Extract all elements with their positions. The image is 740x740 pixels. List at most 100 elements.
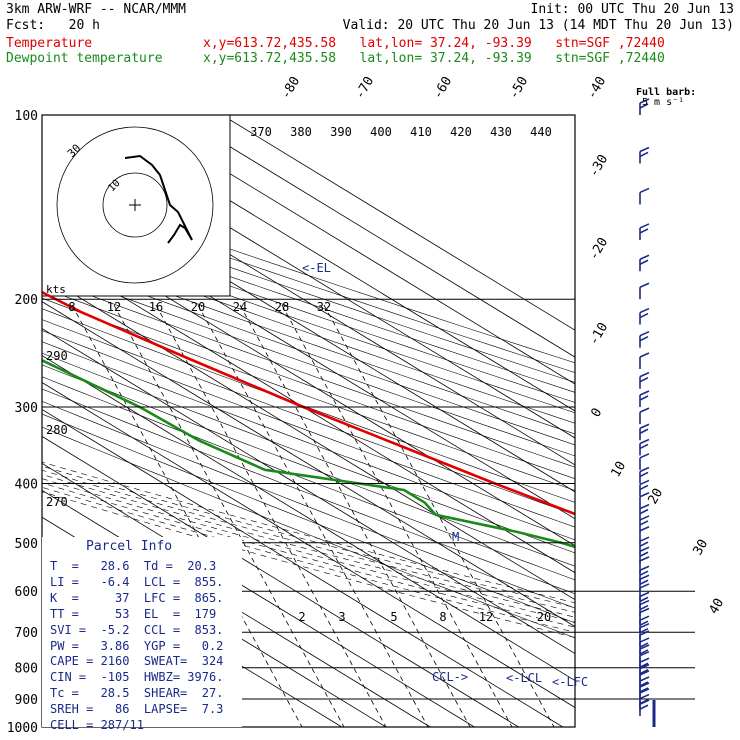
pressure-label: 800 xyxy=(15,662,38,677)
parcel-info-row: CAPE = 2160 SWEAT= 324 xyxy=(50,654,224,669)
mixing-ratio-label: 2 xyxy=(298,610,305,624)
dry-adiabat xyxy=(42,426,575,639)
parcel-info-row: LI = -6.4 LCL = 855. xyxy=(50,574,224,589)
isotherm-line xyxy=(177,115,575,358)
pressure-label: 900 xyxy=(15,693,38,708)
pressure-label: 600 xyxy=(15,585,38,600)
dry-adiabat xyxy=(42,388,575,595)
dry-adiabat xyxy=(42,297,575,491)
wind-barb xyxy=(639,254,650,272)
theta-label: 410 xyxy=(410,125,432,139)
isotherm-line xyxy=(42,247,575,574)
mixing-ratio-label: 20 xyxy=(537,610,551,624)
wind-barb xyxy=(639,330,650,348)
wind-barb xyxy=(639,98,650,115)
parcel-info-row: SVI = -5.2 CCL = 853. xyxy=(50,622,224,637)
wind-barb xyxy=(639,453,650,470)
hodograph-speed-label: 20 xyxy=(191,300,205,314)
dry-adiabat xyxy=(42,210,575,393)
theta-left-label: 280 xyxy=(46,423,68,437)
isotherm-line xyxy=(42,408,564,727)
hodograph-ring-outer xyxy=(56,126,214,284)
barb-legend-title: Full barb: xyxy=(636,87,696,98)
dry-adiabat xyxy=(42,247,575,435)
isotherm-label: 0 xyxy=(588,406,605,420)
isotherm-label: -30 xyxy=(586,152,611,180)
isotherm-line xyxy=(42,220,575,547)
wind-barb xyxy=(639,371,650,389)
wind-barb xyxy=(639,438,650,456)
mixing-ratio-label: 3 xyxy=(338,610,345,624)
wind-barb xyxy=(639,574,650,592)
dry-adiabat xyxy=(42,401,575,609)
dry-adiabat xyxy=(42,228,575,414)
pressure-label: 1000 xyxy=(7,721,38,736)
wind-barb xyxy=(639,187,650,205)
hodograph-speed-label: 12 xyxy=(107,300,121,314)
dry-adiabat xyxy=(42,238,575,424)
hodograph-ring-inner xyxy=(102,172,168,238)
forecast-hour: Fcst: 20 h xyxy=(6,18,100,33)
pressure-label: 500 xyxy=(15,537,38,552)
isotherm-label: -50 xyxy=(506,74,531,102)
dry-adiabat xyxy=(42,219,575,403)
parcel-info-row: T = 28.6 Td = 20.3 xyxy=(50,559,217,573)
isotherm-line xyxy=(42,489,431,727)
dry-adiabat xyxy=(42,257,575,446)
temperature-legend: Temperature xyxy=(6,36,93,51)
theta-left-label: 290 xyxy=(46,349,68,363)
parcel-info-rows: T = 28.6 Td = 20.3 LI = -6.4 LCL = 855. K … xyxy=(50,559,223,734)
isotherm-label: 10 xyxy=(608,459,629,480)
ccl-marker: CCL-> xyxy=(432,670,468,684)
hodograph-speed-line xyxy=(71,304,303,727)
lcl-marker: <-LCL xyxy=(506,671,542,685)
hodograph-trace xyxy=(124,154,193,244)
pressure-label: 400 xyxy=(15,477,38,492)
wind-barb xyxy=(639,479,650,497)
parcel-info-row: CIN = -105 HWBZ= 3976. xyxy=(50,670,224,685)
hodograph-speed-line xyxy=(197,304,429,727)
dry-adiabat xyxy=(42,192,575,373)
isotherm-label: 40 xyxy=(706,596,727,617)
dry-adiabat xyxy=(42,287,575,480)
theta-label: 440 xyxy=(530,125,552,139)
pressure-label: 200 xyxy=(15,293,38,308)
dry-adiabat xyxy=(42,201,575,383)
isotherm-label: -10 xyxy=(586,320,611,348)
theta-left-label: 270 xyxy=(46,495,68,509)
wind-barb xyxy=(639,307,650,325)
dewpoint-line xyxy=(42,358,575,549)
isotherm-line xyxy=(42,382,575,708)
wind-barb xyxy=(639,466,650,484)
model-title: 3km ARW-WRF -- NCAR/MMM xyxy=(6,2,187,17)
hodograph-speed-label: 28 xyxy=(275,300,289,314)
dry-adiabat xyxy=(42,267,575,457)
isotherm-label: -40 xyxy=(584,74,609,102)
plot-frame xyxy=(41,114,576,728)
theta-label: 430 xyxy=(490,125,512,139)
isotherm-line xyxy=(42,328,575,655)
parcel-info-row: PW = 3.86 YGP = 0.2 xyxy=(50,638,224,653)
hodograph-speed-label: 24 xyxy=(233,300,247,314)
pressure-label: 100 xyxy=(15,109,38,124)
hodograph-unit-label: kts xyxy=(46,283,66,296)
lfc-marker: <-LFC xyxy=(552,675,588,689)
wind-barb xyxy=(639,390,650,407)
parcel-info-box: Parcel Info T = 28.6 Td = 20.3 LI = -6.4 … xyxy=(42,537,242,732)
dry-adiabat xyxy=(42,341,575,541)
parcel-info-row: Tc = 28.5 SHEAR= 27. xyxy=(50,686,224,701)
wind-barb xyxy=(639,423,650,441)
dewpoint-location: x,y=613.72,435.58 lat,lon= 37.24, -93.39… xyxy=(203,51,665,66)
hodograph-speed-line xyxy=(113,304,345,727)
mixing-ratio-label: 5 xyxy=(390,610,397,624)
pressure-label: 700 xyxy=(15,626,38,641)
wind-barb xyxy=(639,352,650,369)
hodograph-speed-label: 8 xyxy=(68,300,75,314)
isotherm-line xyxy=(133,115,575,385)
barb-legend-unit: 5 m s⁻¹ xyxy=(642,97,684,108)
init-time: Init: 00 UTC Thu 20 Jun 13 xyxy=(530,2,735,17)
dewpoint-legend: Dewpoint temperature xyxy=(6,51,163,66)
isotherm-label: -20 xyxy=(586,235,611,263)
isotherm-line xyxy=(42,355,575,682)
